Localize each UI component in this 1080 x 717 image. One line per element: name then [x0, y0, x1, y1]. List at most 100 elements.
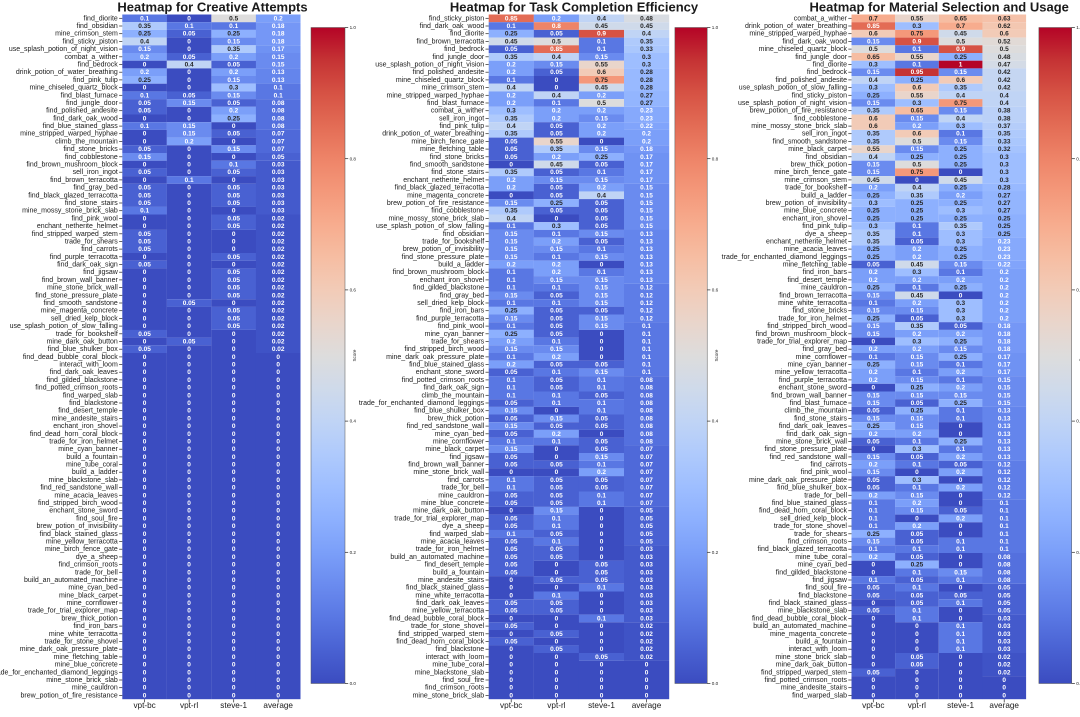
svg-text:0.1: 0.1: [912, 608, 921, 615]
svg-text:0.15: 0.15: [505, 231, 518, 238]
svg-text:0.15: 0.15: [595, 177, 608, 184]
svg-text:0.0: 0.0: [1076, 681, 1080, 686]
svg-text:0.8: 0.8: [1076, 156, 1080, 161]
svg-text:0: 0: [276, 677, 280, 684]
svg-text:0.05: 0.05: [595, 477, 608, 484]
svg-text:mine_blackstone_slab: mine_blackstone_slab: [778, 608, 847, 615]
svg-text:0.18: 0.18: [998, 323, 1011, 330]
svg-text:0.03: 0.03: [272, 177, 285, 184]
svg-text:0.27: 0.27: [998, 200, 1011, 207]
svg-text:0: 0: [600, 646, 604, 653]
svg-text:0.17: 0.17: [272, 46, 285, 53]
svg-text:0.35: 0.35: [954, 85, 967, 92]
svg-text:0.08: 0.08: [640, 431, 653, 438]
svg-text:0.15: 0.15: [227, 38, 240, 45]
svg-text:0.15: 0.15: [550, 415, 563, 422]
svg-text:find_black_glazed_terracotta: find_black_glazed_terracotta: [395, 185, 485, 192]
svg-text:0.15: 0.15: [867, 69, 880, 76]
svg-text:Score: Score: [352, 349, 357, 361]
svg-text:0: 0: [187, 592, 191, 599]
svg-text:0: 0: [509, 192, 513, 199]
svg-text:0: 0: [555, 615, 559, 622]
svg-text:find_dead_bubble_coral_block: find_dead_bubble_coral_block: [23, 354, 118, 361]
svg-text:0: 0: [232, 208, 236, 215]
svg-text:find_smooth_sandstone: find_smooth_sandstone: [43, 300, 117, 307]
svg-text:sell_iron_ingot: sell_iron_ingot: [802, 131, 847, 138]
svg-text:vpt-bc: vpt-bc: [133, 701, 155, 710]
svg-text:0.05: 0.05: [550, 500, 563, 507]
svg-text:find_desert_temple: find_desert_temple: [425, 562, 485, 569]
svg-text:mine_cauldron: mine_cauldron: [72, 685, 118, 692]
svg-text:0.4: 0.4: [1000, 92, 1009, 99]
svg-text:0: 0: [232, 369, 236, 376]
svg-text:find_iron_bars: find_iron_bars: [803, 269, 848, 276]
svg-text:0: 0: [871, 623, 875, 630]
svg-text:0.8: 0.8: [552, 23, 561, 30]
svg-text:find_potted_crimson_roots: find_potted_crimson_roots: [35, 385, 118, 392]
svg-text:0.75: 0.75: [954, 100, 967, 107]
svg-text:0: 0: [187, 146, 191, 153]
svg-text:0.08: 0.08: [640, 385, 653, 392]
svg-text:0: 0: [143, 162, 147, 169]
svg-text:0.2: 0.2: [956, 331, 965, 338]
svg-text:find_stone_stairs: find_stone_stairs: [431, 169, 484, 176]
svg-text:trade_for_trial_explorer_map: trade_for_trial_explorer_map: [28, 608, 118, 615]
svg-text:0.03: 0.03: [998, 615, 1011, 622]
svg-text:0.2: 0.2: [552, 239, 561, 246]
svg-text:find_iron_bars: find_iron_bars: [440, 308, 485, 315]
svg-text:0.2: 0.2: [350, 550, 357, 555]
svg-text:Heatmap for Creative Attempts: Heatmap for Creative Attempts: [117, 0, 307, 15]
svg-text:0.2: 0.2: [956, 385, 965, 392]
svg-text:brew_potion_of_fire_resistance: brew_potion_of_fire_resistance: [21, 692, 118, 699]
svg-text:0.5: 0.5: [869, 46, 878, 53]
svg-text:0.05: 0.05: [227, 277, 240, 284]
svg-text:0.15: 0.15: [505, 239, 518, 246]
svg-text:0.2: 0.2: [912, 500, 921, 507]
svg-text:0: 0: [959, 615, 963, 622]
svg-text:0.1: 0.1: [507, 77, 516, 84]
svg-text:0.05: 0.05: [505, 500, 518, 507]
svg-text:0.1: 0.1: [912, 462, 921, 469]
svg-text:0: 0: [555, 408, 559, 415]
svg-text:0.1: 0.1: [956, 600, 965, 607]
svg-text:find_cobblestone: find_cobblestone: [65, 154, 118, 161]
svg-text:0: 0: [187, 239, 191, 246]
svg-text:0: 0: [187, 208, 191, 215]
svg-text:0.03: 0.03: [640, 592, 653, 599]
svg-text:0.15: 0.15: [911, 423, 924, 430]
svg-text:0.15: 0.15: [550, 246, 563, 253]
svg-text:0.05: 0.05: [911, 400, 924, 407]
svg-text:find_gilded_blackstone: find_gilded_blackstone: [776, 569, 847, 576]
svg-text:drink_potion_of_water_breathin: drink_potion_of_water_breathing: [745, 23, 847, 30]
svg-text:0.25: 0.25: [954, 146, 967, 153]
svg-text:0.45: 0.45: [911, 292, 924, 299]
svg-text:0: 0: [143, 515, 147, 522]
svg-text:build_a_fountain: build_a_fountain: [796, 639, 847, 646]
svg-text:0.03: 0.03: [640, 585, 653, 592]
svg-text:combat_a_wither: combat_a_wither: [64, 54, 118, 61]
svg-text:0: 0: [276, 654, 280, 661]
svg-text:0.3: 0.3: [912, 339, 921, 346]
svg-text:0.02: 0.02: [272, 223, 285, 230]
svg-text:0: 0: [509, 646, 513, 653]
svg-text:mine_black_carpet: mine_black_carpet: [788, 146, 847, 153]
svg-text:enchant_iron_shovel: enchant_iron_shovel: [53, 423, 118, 430]
svg-text:find_stone_pressure_plate: find_stone_pressure_plate: [35, 292, 118, 299]
svg-text:0: 0: [276, 508, 280, 515]
svg-text:0.05: 0.05: [138, 146, 151, 153]
svg-text:0.1: 0.1: [140, 15, 149, 22]
svg-text:find_blackstone: find_blackstone: [69, 400, 118, 407]
svg-text:mine_dark_oak_button: mine_dark_oak_button: [47, 339, 118, 346]
svg-text:0.1: 0.1: [956, 539, 965, 546]
svg-text:0.2: 0.2: [956, 485, 965, 492]
svg-text:0.05: 0.05: [183, 339, 196, 346]
svg-text:0: 0: [143, 423, 147, 430]
svg-text:enchant_iron_shovel: enchant_iron_shovel: [420, 277, 485, 284]
svg-text:0.05: 0.05: [550, 546, 563, 553]
svg-text:0.08: 0.08: [272, 115, 285, 122]
svg-text:0: 0: [187, 285, 191, 292]
svg-text:0.5: 0.5: [1000, 46, 1009, 53]
svg-text:find_obsidian: find_obsidian: [77, 23, 118, 30]
svg-text:find_brown_mushroom_block: find_brown_mushroom_block: [26, 162, 118, 169]
svg-text:0.05: 0.05: [550, 192, 563, 199]
